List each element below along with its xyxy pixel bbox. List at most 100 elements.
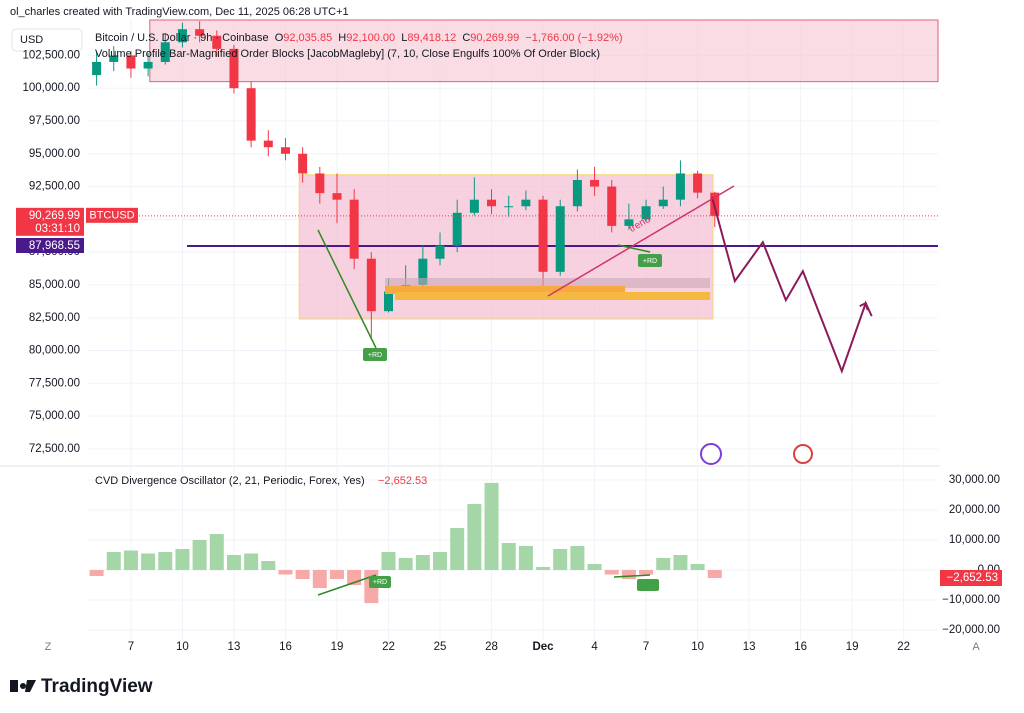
divergence-line <box>317 229 377 349</box>
osc-bar <box>570 545 585 571</box>
osc-value: −2,652.53 <box>378 475 427 487</box>
candle-body <box>624 219 634 226</box>
y-tick-label: 97,500.00 <box>29 115 80 127</box>
candle-body <box>229 48 239 89</box>
y-tick-label: 92,500.00 <box>29 181 80 193</box>
candle-body <box>675 173 685 200</box>
candle-body <box>366 258 376 312</box>
osc-bar <box>656 558 671 571</box>
osc-bar <box>639 570 654 575</box>
hline-label: 87,968.55 <box>29 240 80 252</box>
currency: USD <box>20 34 43 46</box>
ohlc-value: 92,100.00 <box>346 32 395 44</box>
osc-bar <box>106 551 121 571</box>
credit: ol_charles created with TradingView.com,… <box>10 6 349 18</box>
legend-line: Bitcoin / U.S. Dollar · 9h · Coinbase O9… <box>95 32 623 44</box>
candle-body <box>452 212 462 246</box>
osc-bar <box>295 570 310 580</box>
rd-label: +RD <box>373 579 387 586</box>
osc-bar <box>707 570 722 578</box>
candle-body <box>504 206 514 208</box>
osc-bar <box>192 539 207 571</box>
osc-bar <box>518 545 533 571</box>
y-tick-label: 30,000.00 <box>949 474 1000 486</box>
ohlc-value: 90,269.99 <box>470 32 519 44</box>
last-price-box <box>16 207 84 236</box>
rd-tag <box>369 576 391 588</box>
osc-bar <box>398 558 413 571</box>
candle-body <box>160 42 170 62</box>
ohlc-key: C <box>462 32 470 44</box>
osc-bar <box>415 555 430 571</box>
projection-arrow <box>859 301 869 311</box>
osc-bar <box>604 570 619 575</box>
candle-body <box>435 245 445 259</box>
symbol-label: BTCUSD <box>89 210 134 222</box>
osc-value-box <box>940 569 1002 586</box>
rd-tag <box>638 254 662 267</box>
candle-body <box>177 29 187 43</box>
candle-body <box>607 186 617 226</box>
candle-body <box>246 88 256 141</box>
brand: TradingView <box>41 676 153 697</box>
x-tick-label: 13 <box>228 641 241 653</box>
osc-bar <box>381 551 396 571</box>
x-tick-label: 13 <box>743 641 756 653</box>
candle-body <box>263 140 273 148</box>
ohlc-value: 92,035.85 <box>283 32 332 44</box>
osc-bar <box>158 551 173 571</box>
candle-body <box>280 147 290 154</box>
currency-button[interactable] <box>11 28 83 52</box>
candle-body <box>469 199 479 213</box>
event-icon[interactable] <box>700 443 722 465</box>
y-tick-label: −10,000.00 <box>942 594 1000 606</box>
indicator-name: Volume Profile Bar-Magnified Order Block… <box>95 48 600 60</box>
osc-bar <box>141 553 156 571</box>
y-tick-label: 95,000.00 <box>29 148 80 160</box>
candle-body <box>212 35 222 49</box>
symbol-box <box>86 207 138 223</box>
ohlc-key: H <box>338 32 346 44</box>
osc-title: CVD Divergence Oscillator (2, 21, Period… <box>95 475 365 487</box>
zone-box <box>149 19 939 83</box>
axis-button[interactable]: A <box>972 641 980 653</box>
divergence-line <box>317 574 377 596</box>
legend: Bitcoin / U.S. Dollar · 9h · Coinbase O9… <box>95 32 623 60</box>
rd-tag <box>363 348 387 361</box>
candle-body <box>384 291 394 312</box>
x-tick-label: 10 <box>176 641 189 653</box>
x-tick-label: 16 <box>279 641 292 653</box>
x-tick-label: 22 <box>382 641 395 653</box>
osc-bar <box>89 570 104 577</box>
candle-body <box>641 206 651 220</box>
axis-button[interactable]: Z <box>45 641 52 653</box>
osc-bar <box>587 564 602 571</box>
x-tick-label: 7 <box>643 641 649 653</box>
order-block <box>385 278 710 288</box>
candle-body <box>658 199 668 207</box>
osc-bar <box>244 553 259 571</box>
candle-body <box>555 206 565 272</box>
osc-bar <box>450 527 465 571</box>
logo-mark <box>20 683 26 689</box>
osc-bar <box>536 567 551 571</box>
ohlc-key: L <box>401 32 407 44</box>
y-tick-label: 102,500.00 <box>22 49 80 61</box>
ohlc-value: 89,418.12 <box>407 32 456 44</box>
osc-bar <box>175 548 190 571</box>
event-icon[interactable] <box>793 444 813 464</box>
candle-body <box>693 173 703 193</box>
x-tick-label: 22 <box>897 641 910 653</box>
y-tick-label: 20,000.00 <box>949 504 1000 516</box>
osc-bar <box>278 570 293 575</box>
candle-body <box>590 180 600 187</box>
order-block <box>385 286 625 294</box>
y-tick-label: 77,500.00 <box>29 377 80 389</box>
osc-bar <box>433 551 448 571</box>
x-tick-label: 7 <box>128 641 134 653</box>
candle-body <box>298 153 308 174</box>
logo-mark <box>25 680 36 692</box>
osc-bar <box>467 503 482 571</box>
